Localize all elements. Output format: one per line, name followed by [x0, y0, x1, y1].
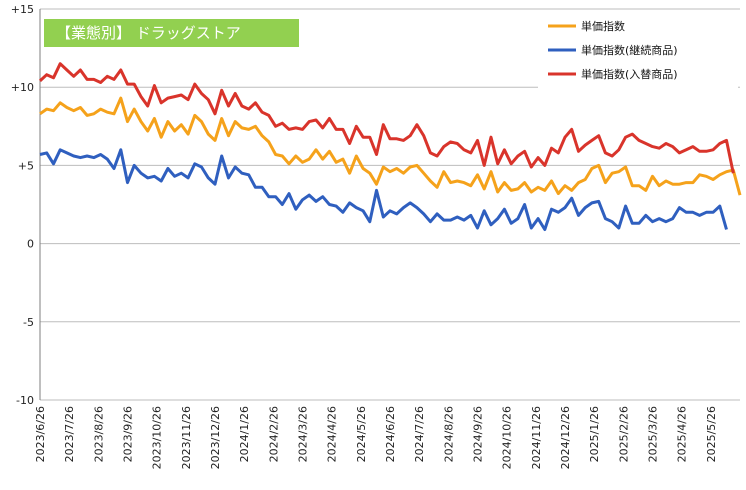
- series-line-2: [39, 148, 728, 231]
- legend-label-2: 単価指数(継続商品): [581, 43, 678, 57]
- y-tick-label: +10: [11, 81, 34, 94]
- series-lines: [38, 62, 742, 231]
- x-tick-label: 2023/6/26: [34, 406, 47, 462]
- series-line-1: [39, 96, 742, 196]
- x-tick-label: 2025/1/26: [588, 406, 601, 462]
- x-tick-label: 2024/1/26: [238, 406, 251, 462]
- x-tick-label: 2024/8/26: [442, 406, 455, 462]
- chart-title-background: [44, 19, 299, 47]
- x-tick-label: 2024/5/26: [355, 406, 368, 462]
- y-tick-label: +15: [11, 3, 34, 16]
- x-tick-label: 2025/3/26: [647, 406, 660, 462]
- x-tick-label: 2024/11/26: [530, 406, 543, 469]
- x-tick-label: 2024/12/26: [559, 406, 572, 469]
- x-tick-label: 2024/4/26: [326, 406, 339, 462]
- x-tick-label: 2024/10/26: [501, 406, 514, 469]
- x-tick-label: 2023/12/26: [209, 406, 222, 469]
- x-tick-label: 2023/7/26: [63, 406, 76, 462]
- x-axis-ticks: 2023/6/26 2023/7/26 2023/8/26 2023/9/26 2023…: [34, 406, 718, 469]
- y-tick-label: -10: [16, 394, 34, 407]
- chart-title-box: 【業態別】 ドラッグストア: [44, 19, 299, 47]
- x-tick-label: 2025/2/26: [617, 406, 630, 462]
- x-tick-label: 2024/2/26: [267, 406, 280, 462]
- series-line-3: [38, 62, 735, 174]
- x-tick-label: 2024/9/26: [472, 406, 485, 462]
- legend-label-3: 単価指数(入替商品): [581, 67, 678, 81]
- x-tick-label: 2024/6/26: [384, 406, 397, 462]
- x-tick-label: 2023/9/26: [122, 406, 135, 462]
- y-tick-label: 0: [27, 238, 34, 251]
- x-tick-label: 2025/4/26: [676, 406, 689, 462]
- x-tick-label: 2023/10/26: [151, 406, 164, 469]
- x-tick-label: 2024/7/26: [413, 406, 426, 462]
- y-tick-label: +5: [18, 159, 34, 172]
- x-tick-label: 2023/8/26: [92, 406, 105, 462]
- gridlines: [40, 8, 740, 401]
- x-tick-label: 2025/5/26: [705, 406, 718, 462]
- y-axis-ticks: -10 -5 0 +5 +10 +15: [11, 3, 34, 407]
- y-tick-label: -5: [23, 316, 34, 329]
- chart-title: 【業態別】 ドラッグストア: [56, 24, 241, 42]
- legend-label-1: 単価指数: [581, 19, 625, 33]
- x-tick-label: 2023/11/26: [180, 406, 193, 469]
- x-tick-label: 2024/3/26: [297, 406, 310, 462]
